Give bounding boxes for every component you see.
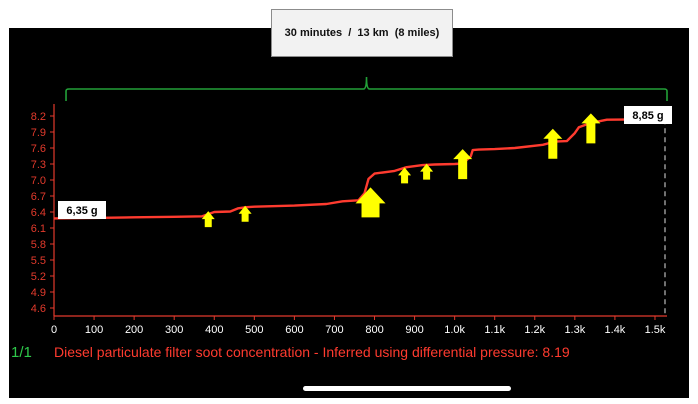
y-tick-label: 8.2 bbox=[31, 111, 46, 123]
y-tick-label: 7.0 bbox=[31, 175, 46, 187]
y-tick-label: 7.3 bbox=[31, 159, 46, 171]
y-tick-label: 6.7 bbox=[31, 191, 46, 203]
y-tick-label: 4.6 bbox=[31, 303, 46, 315]
x-tick-label: 0 bbox=[51, 324, 57, 336]
x-tick-label: 1.3k bbox=[564, 324, 585, 336]
start-value-label-box bbox=[58, 201, 106, 219]
y-tick-label: 6.1 bbox=[31, 223, 46, 235]
soot-series-line bbox=[53, 117, 665, 220]
x-tick-label: 800 bbox=[365, 324, 383, 336]
dpf-soot-chart: 4.6 4.9 5.2 5.5 5.8 6.1 6.4 6.7 7.0 7.3 7.6 7.9 8.2 0… bbox=[11, 76, 672, 361]
regeneration-arrow bbox=[238, 205, 252, 222]
page-indicator: 1/1 bbox=[11, 344, 32, 361]
start-value-label: 6,35 g bbox=[66, 205, 97, 217]
x-tick-label: 900 bbox=[405, 324, 423, 336]
end-value-label: 8,85 g bbox=[632, 110, 663, 122]
x-tick-label: 1.4k bbox=[605, 324, 626, 336]
x-tick-label: 1.2k bbox=[524, 324, 545, 336]
x-tick-label: 700 bbox=[325, 324, 343, 336]
regeneration-arrow bbox=[398, 167, 412, 184]
end-value-label-box bbox=[624, 106, 672, 124]
regeneration-arrow bbox=[355, 187, 386, 218]
x-tick-label: 1.1k bbox=[484, 324, 505, 336]
x-tick-label: 200 bbox=[125, 324, 143, 336]
x-tick-label: 600 bbox=[285, 324, 303, 336]
x-tick-label: 1.5k bbox=[645, 324, 666, 336]
chart-screen: 4.6 4.9 5.2 5.5 5.8 6.1 6.4 6.7 7.0 7.3 7.6 7.9 8.2 0… bbox=[9, 28, 689, 398]
y-tick-label: 5.8 bbox=[31, 239, 46, 251]
regeneration-arrow bbox=[543, 128, 563, 159]
x-tick-label: 300 bbox=[165, 324, 183, 336]
y-tick-label: 7.9 bbox=[31, 127, 46, 139]
regeneration-arrow bbox=[453, 149, 473, 180]
x-tick-label: 500 bbox=[245, 324, 263, 336]
y-tick-label: 5.2 bbox=[31, 271, 46, 283]
regeneration-arrow bbox=[420, 163, 434, 180]
chart-title: Diesel particulate filter soot concentra… bbox=[54, 344, 570, 360]
y-tick-label: 7.6 bbox=[31, 143, 46, 155]
x-tick-label: 1.0k bbox=[444, 324, 465, 336]
x-tick-label: 400 bbox=[205, 324, 223, 336]
x-tick-label: 100 bbox=[85, 324, 103, 336]
y-tick-label: 6.4 bbox=[31, 207, 46, 219]
regeneration-arrow bbox=[201, 211, 215, 228]
trip-bracket bbox=[65, 76, 668, 101]
y-tick-label: 4.9 bbox=[31, 287, 46, 299]
regeneration-arrow bbox=[581, 113, 601, 144]
home-indicator-bar[interactable] bbox=[303, 386, 511, 391]
y-tick-label: 5.5 bbox=[31, 255, 46, 267]
trip-summary-box: 30 minutes / 13 km (8 miles) bbox=[271, 9, 453, 57]
